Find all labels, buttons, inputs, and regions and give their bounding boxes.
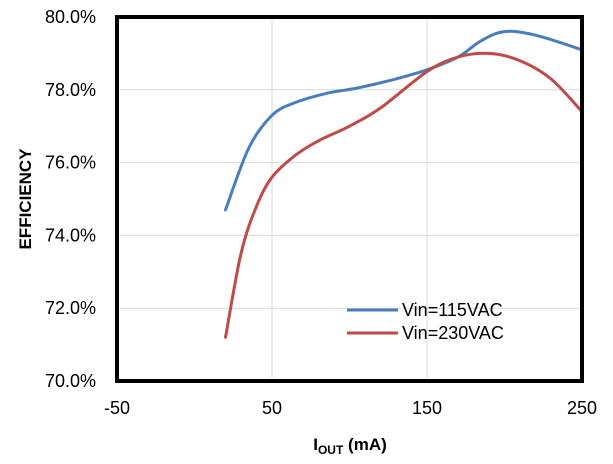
y-tick-labels: 70.0% 72.0% 74.0% 76.0% 78.0% 80.0% xyxy=(45,7,96,391)
x-tick-label: 50 xyxy=(262,398,282,418)
plot-area-frame xyxy=(115,15,584,383)
y-axis-title: EFFICIENCY xyxy=(16,148,35,250)
x-tick-labels: -50 50 150 250 xyxy=(104,398,597,418)
x-tick-label: 250 xyxy=(567,398,597,418)
x-axis-title-main: I xyxy=(313,435,318,454)
legend: Vin=115VAC Vin=230VAC xyxy=(347,300,504,343)
series-lines xyxy=(224,29,584,339)
y-tick-label: 72.0% xyxy=(45,298,96,318)
y-tick-label: 80.0% xyxy=(45,7,96,27)
series-line-2 xyxy=(224,51,584,339)
x-tick-label: 150 xyxy=(412,398,442,418)
x-axis-title-subscript: OUT xyxy=(318,443,344,457)
x-axis-title-unit: (mA) xyxy=(343,435,386,454)
series-line-1 xyxy=(224,29,584,212)
legend-label-1: Vin=115VAC xyxy=(402,300,503,320)
y-tick-label: 70.0% xyxy=(45,371,96,391)
y-tick-label: 76.0% xyxy=(45,153,96,173)
x-tick-label: -50 xyxy=(104,398,130,418)
legend-label-2: Vin=230VAC xyxy=(402,323,504,343)
y-tick-label: 74.0% xyxy=(45,225,96,245)
x-axis-title: IOUT (mA) xyxy=(313,435,387,457)
gridlines xyxy=(117,17,582,381)
y-tick-label: 78.0% xyxy=(45,80,96,100)
